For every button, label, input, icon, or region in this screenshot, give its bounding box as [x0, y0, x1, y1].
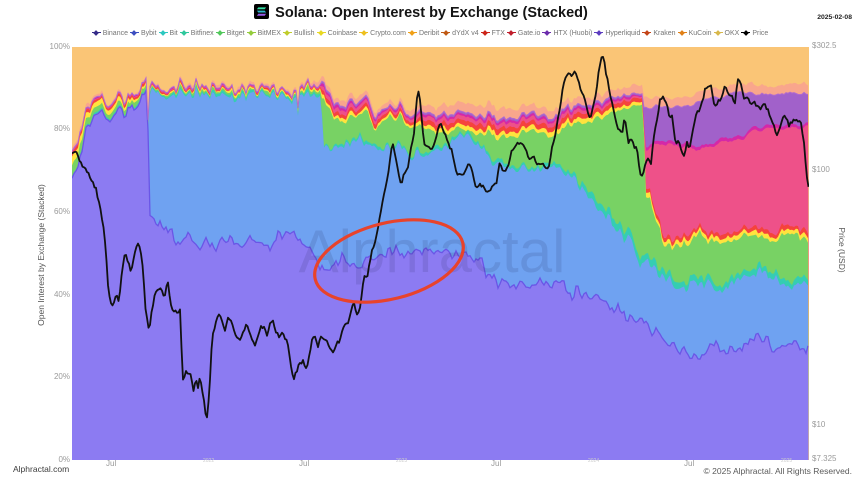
svg-text:Alphractal: Alphractal	[299, 218, 566, 285]
